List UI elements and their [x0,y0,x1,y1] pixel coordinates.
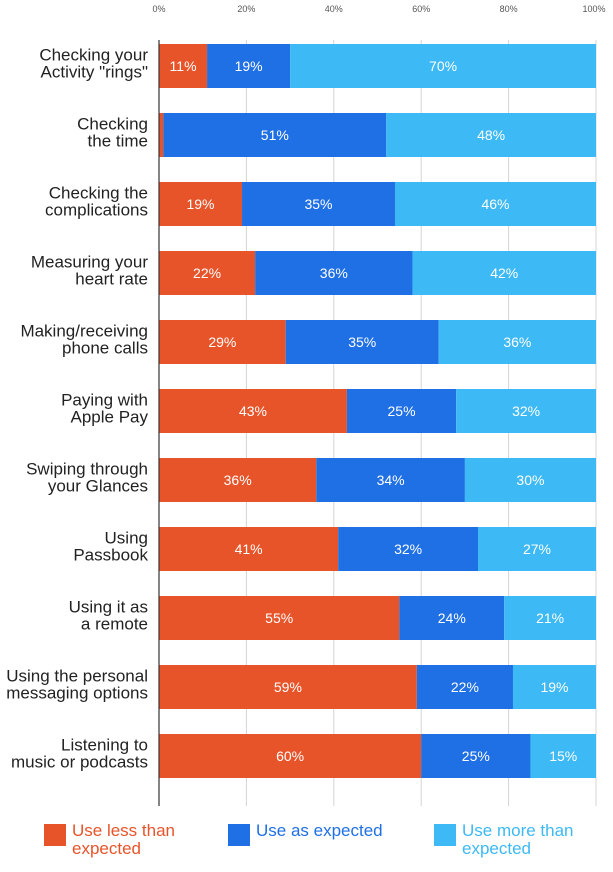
bar-segment [438,320,596,364]
bar-segment [346,389,457,433]
bar-segment [159,389,347,433]
bar-value-label: 25% [462,748,490,764]
bar-value-label: 35% [348,334,376,350]
bar-segment [399,596,505,640]
bar-segment [456,389,596,433]
bar-value-label: 36% [503,334,531,350]
bar-value-label: 19% [540,679,568,695]
category-label: Listening to music or podcasts [11,736,148,772]
bar-segment [163,113,387,157]
bar-segment [512,665,596,709]
bar-value-label: 35% [304,196,332,212]
bar-segment [478,527,596,571]
legend-item-more: Use more than expected [434,822,609,866]
bar-segment [464,458,596,502]
legend-swatch-more [434,824,456,846]
legend-swatch-less [44,824,66,846]
bar-value-label: 22% [193,265,221,281]
x-tick-labels: 0% 20% 40% 60% 80% 100% [152,4,605,14]
bar-segment [421,734,531,778]
bar-value-label: 36% [320,265,348,281]
x-tick-label: 0% [152,4,165,14]
category-label: Checking the complications [45,184,148,220]
bar-segment [412,251,596,295]
bar-segment [159,320,286,364]
bar-segment [255,251,413,295]
bar-segment [159,734,422,778]
bar-value-label: 21% [536,610,564,626]
category-label: Checking your Activity "rings" [39,46,148,82]
x-tick-label: 60% [412,4,430,14]
category-label: Using it as a remote [69,598,148,634]
bar-value-label: 51% [261,127,289,143]
bar-value-label: 43% [239,403,267,419]
bar-value-label: 42% [490,265,518,281]
bar-value-label: 32% [512,403,540,419]
bar-segment [242,182,395,226]
bar-segment [290,44,596,88]
bar-value-label: 22% [451,679,479,695]
bar-segment [316,458,465,502]
bar-value-label: 25% [388,403,416,419]
bar-segment [394,182,596,226]
bar-segment [207,44,291,88]
bar-value-label: 19% [235,58,263,74]
bar-segment [159,596,400,640]
bar-value-label: 24% [438,610,466,626]
bar-value-label: 30% [516,472,544,488]
x-tick-label: 100% [582,4,605,14]
category-label: Checking the time [77,115,148,151]
bar-value-label: 46% [481,196,509,212]
bar-value-label: 55% [265,610,293,626]
bar-segment [159,182,243,226]
bar-segment [530,734,596,778]
legend-swatch-expected [228,824,250,846]
x-tick-label: 20% [237,4,255,14]
bar-segment [159,113,164,157]
legend-item-expected: Use as expected [228,822,408,866]
bar-value-label: 60% [276,748,304,764]
bar-value-label: 29% [208,334,236,350]
bar-value-label: 70% [429,58,457,74]
x-tick-label: 80% [500,4,518,14]
bar-value-label: 34% [377,472,405,488]
bar-value-label: 48% [477,127,505,143]
bar-segment [159,251,256,295]
bar-value-label: 19% [186,196,214,212]
bar-segment [159,44,208,88]
x-tick-label: 40% [325,4,343,14]
bar-segment [338,527,479,571]
category-label: Making/receiving phone calls [20,322,148,358]
legend-label-expected: Use as expected [256,821,383,840]
bar-value-label: 15% [549,748,577,764]
bar-value-label: 59% [274,679,302,695]
bar-segment [504,596,596,640]
category-label: Swiping through your Glances [26,460,148,496]
bar-segment [159,527,339,571]
bars [159,44,596,778]
category-label: Measuring your heart rate [31,253,149,289]
bar-segment [386,113,596,157]
bar-segment [416,665,513,709]
category-labels: Checking your Activity "rings" Checking the… [6,46,148,772]
category-label: Paying with Apple Pay [61,391,148,427]
legend-label-more: Use more than expected [462,821,574,858]
bar-value-label: 36% [224,472,252,488]
bar-segment [159,665,417,709]
legend-item-less: Use less than expected [44,822,214,866]
bar-value-label: 11% [170,58,197,74]
bar-value-label: 41% [235,541,263,557]
bar-value-label: 27% [523,541,551,557]
category-label: Using Passbook [73,529,148,565]
bar-segment [285,320,439,364]
bar-segment [159,458,317,502]
legend-label-less: Use less than expected [72,821,175,858]
category-label: Using the personal messaging options [6,667,148,703]
bar-value-label: 32% [394,541,422,557]
value-labels: 11% 19% 70% 51% 48% 19% 35% 46% 22% 36% 42% 29% 35% 3… [170,58,578,764]
